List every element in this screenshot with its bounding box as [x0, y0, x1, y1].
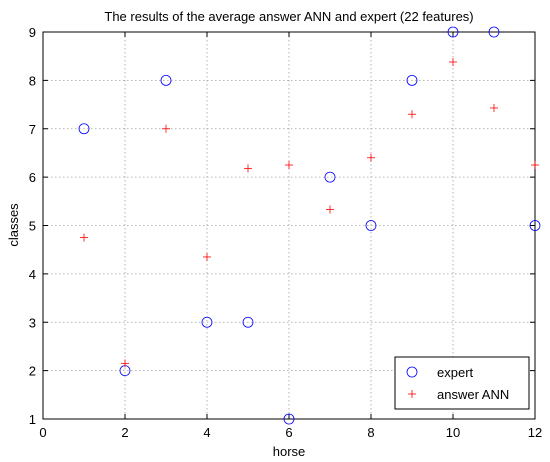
x-tick-label: 12	[528, 425, 542, 440]
expert-point	[324, 171, 336, 183]
answer-ann-point	[449, 57, 457, 66]
expert-point	[160, 74, 172, 86]
answer-ann-point	[367, 153, 375, 162]
x-tick-label: 2	[121, 425, 128, 440]
expert-point	[406, 74, 418, 86]
answer-ann-point	[490, 103, 498, 112]
y-tick-label: 3	[29, 315, 36, 330]
y-tick-label: 4	[29, 267, 36, 282]
legend-box	[394, 356, 530, 410]
expert-point	[488, 26, 500, 38]
legend-label-expert: expert	[437, 365, 474, 380]
x-tick-label: 4	[203, 425, 210, 440]
x-tick-label: 6	[285, 425, 292, 440]
legend-label-answer-ann: answer ANN	[437, 387, 509, 402]
legend-marker-expert	[406, 366, 418, 378]
expert-point	[283, 413, 295, 425]
y-axis-label: classes	[6, 203, 21, 247]
expert-point	[365, 220, 377, 231]
answer-ann-point	[285, 161, 293, 170]
x-tick-label: 8	[367, 425, 374, 440]
y-tick-label: 9	[29, 25, 36, 40]
y-tick-label: 7	[29, 122, 36, 137]
expert-point	[242, 316, 254, 328]
answer-ann-point	[80, 233, 88, 242]
expert-point	[201, 316, 213, 328]
y-tick-label: 2	[29, 364, 36, 379]
legend: expert answer ANN	[394, 356, 530, 410]
expert-point	[447, 26, 459, 38]
y-tick-label: 8	[29, 73, 36, 88]
grid-lines	[43, 32, 535, 419]
x-tick-label: 10	[446, 425, 460, 440]
answer-ann-point	[531, 161, 539, 170]
answer-ann-point	[121, 359, 129, 368]
expert-point	[78, 123, 90, 135]
x-axis-label: horse	[273, 444, 306, 459]
data-points	[78, 26, 541, 425]
y-tick-label: 1	[29, 412, 36, 427]
answer-ann-point	[244, 164, 252, 173]
legend-marker-answer-ann	[408, 390, 416, 398]
x-tick-label: 0	[39, 425, 46, 440]
answer-ann-point	[326, 205, 334, 214]
y-tick-label: 5	[29, 219, 36, 234]
chart-title: The results of the average answer ANN an…	[104, 9, 473, 24]
answer-ann-point	[203, 252, 211, 261]
expert-point	[529, 220, 541, 231]
answer-ann-point	[162, 124, 170, 133]
answer-ann-point	[408, 110, 416, 119]
y-tick-label: 6	[29, 170, 36, 185]
